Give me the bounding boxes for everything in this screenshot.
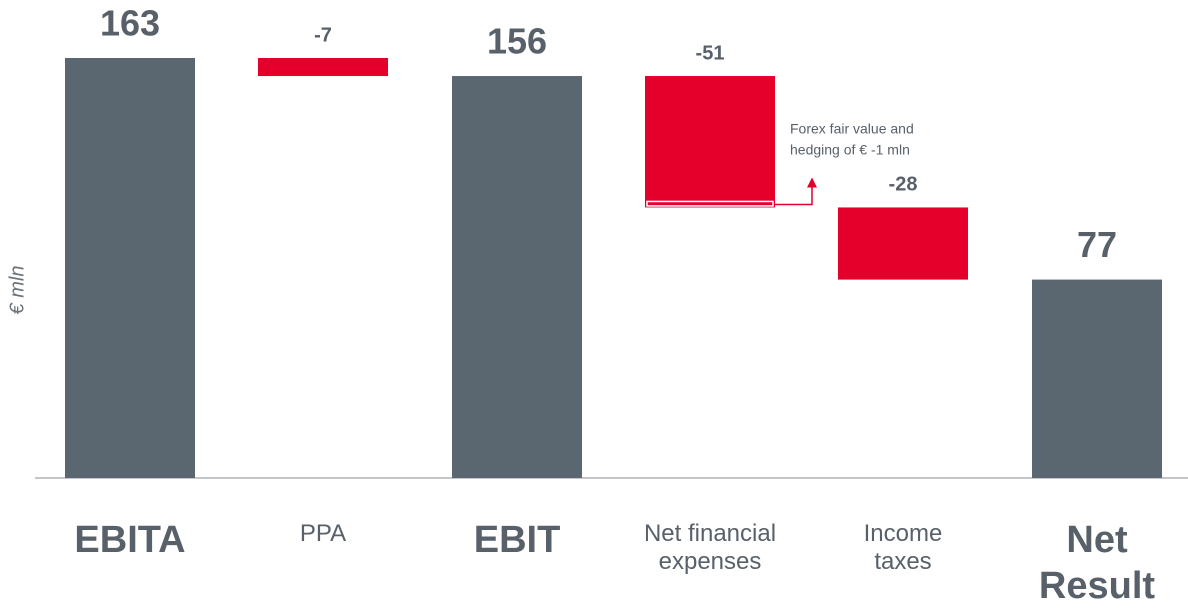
total-bar bbox=[65, 58, 195, 478]
value-label: -51 bbox=[696, 42, 725, 64]
category-label: Income taxes bbox=[863, 520, 943, 575]
annotation-arrow bbox=[775, 185, 813, 206]
category-label: Net financial expenses bbox=[643, 520, 777, 575]
delta-bar bbox=[838, 207, 968, 280]
value-label: -28 bbox=[889, 174, 918, 196]
value-label: -7 bbox=[314, 24, 332, 46]
value-label: 156 bbox=[487, 21, 547, 62]
category-label: EBIT bbox=[473, 519, 561, 561]
delta-bar bbox=[645, 76, 775, 208]
category-label: PPA bbox=[299, 520, 347, 547]
forex-strip bbox=[646, 200, 774, 207]
category-label: EBITA bbox=[74, 519, 186, 561]
annotation: Forex fair value and bbox=[790, 121, 914, 137]
y-axis-label: € mln bbox=[6, 266, 28, 315]
arrow-head bbox=[807, 177, 817, 188]
value-label: 77 bbox=[1077, 224, 1117, 265]
category-label: Net Result bbox=[1038, 519, 1156, 607]
total-bar bbox=[1032, 279, 1162, 478]
total-bar bbox=[452, 76, 582, 479]
delta-bar bbox=[258, 58, 388, 77]
annotation: hedging of € -1 mln bbox=[790, 142, 910, 158]
value-label: 163 bbox=[100, 3, 160, 44]
